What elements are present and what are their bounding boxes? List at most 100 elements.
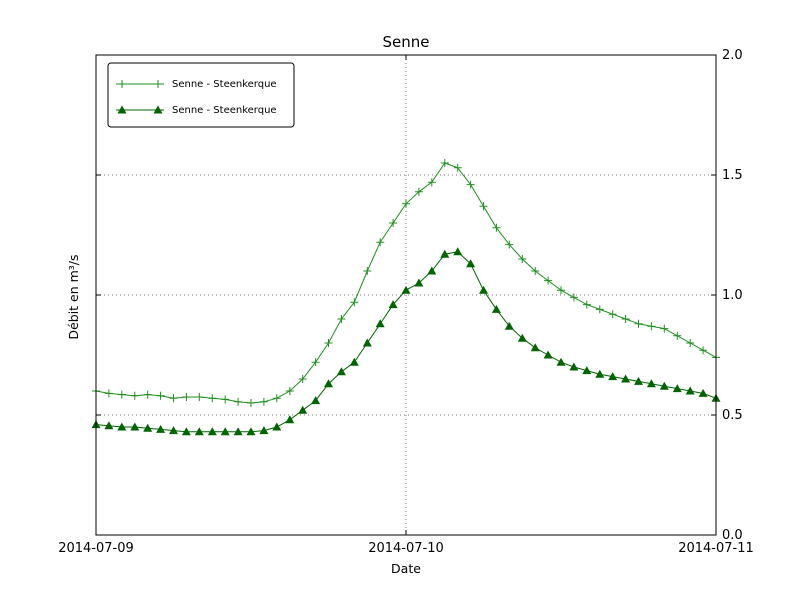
plus-marker-icon — [453, 163, 462, 172]
triangle-marker-icon — [556, 357, 566, 366]
triangle-marker-icon — [143, 423, 153, 432]
plus-marker-icon — [544, 276, 553, 285]
plus-marker-icon — [402, 199, 410, 208]
plus-marker-icon — [699, 346, 708, 355]
triangle-marker-icon — [427, 266, 437, 275]
triangle-marker-icon — [388, 300, 398, 309]
plus-marker-icon — [350, 298, 359, 307]
y-tick-label-3: 1.5 — [722, 168, 743, 183]
plus-marker-icon — [595, 305, 604, 314]
plus-marker-icon — [272, 394, 281, 403]
triangle-marker-icon — [466, 259, 476, 268]
plus-marker-icon — [492, 223, 501, 232]
plus-marker-icon — [156, 391, 165, 400]
data-series — [91, 159, 721, 436]
plus-marker-icon — [363, 267, 372, 275]
triangle-marker-icon — [336, 367, 346, 376]
plus-marker-icon — [414, 187, 423, 196]
triangle-marker-icon — [130, 422, 140, 431]
triangle-marker-icon — [582, 366, 592, 375]
legend: Senne - Steenkerque Senne - Steenkerque — [107, 62, 295, 128]
triangle-marker-icon — [621, 374, 631, 383]
y-tick-label-4: 2.0 — [722, 48, 743, 63]
plus-marker-icon — [505, 240, 514, 249]
plus-marker-icon — [285, 387, 294, 395]
triangle-marker-icon — [569, 362, 579, 371]
legend-label-1: Senne - Steenkerque — [172, 105, 277, 116]
plus-marker-icon — [608, 310, 617, 319]
plus-marker-icon — [337, 315, 346, 323]
x-tick-label-1: 2014-07-10 — [368, 541, 444, 556]
plus-marker-icon — [479, 202, 488, 211]
triangle-marker-icon — [543, 350, 553, 359]
chart-title: Senne — [383, 33, 430, 51]
triangle-marker-icon — [349, 357, 359, 366]
plus-marker-icon — [195, 393, 204, 401]
triangle-marker-icon — [259, 426, 269, 435]
plus-marker-icon — [518, 255, 527, 263]
plot-border — [95, 54, 717, 536]
triangle-marker-icon — [608, 372, 618, 381]
plus-marker-icon — [104, 389, 113, 398]
y-tick-label-1: 0.5 — [722, 408, 743, 423]
triangle-marker-icon — [646, 379, 656, 388]
plus-marker-icon — [208, 394, 217, 403]
x-axis-label: Date — [391, 561, 421, 576]
plus-marker-icon — [221, 395, 230, 404]
triangle-marker-icon — [272, 422, 282, 431]
triangle-marker-icon — [479, 285, 488, 294]
plus-marker-icon — [647, 322, 656, 331]
triangle-marker-icon — [685, 386, 695, 395]
triangle-marker-icon — [194, 427, 204, 436]
triangle-marker-icon — [156, 424, 166, 433]
plus-marker-icon — [531, 267, 540, 275]
y-axis-label: Débit en m³/s — [66, 254, 81, 339]
plus-marker-icon — [440, 159, 449, 167]
plus-marker-icon — [569, 293, 578, 302]
triangle-marker-icon — [233, 427, 243, 436]
plus-marker-icon — [324, 339, 333, 347]
triangle-marker-icon — [362, 338, 372, 347]
triangle-marker-icon — [285, 415, 295, 424]
plus-marker-icon — [234, 397, 243, 406]
plus-marker-icon — [182, 393, 191, 401]
triangle-marker-icon — [207, 427, 217, 436]
plus-marker-icon — [673, 331, 682, 340]
triangle-marker-icon — [169, 426, 178, 435]
triangle-marker-icon — [181, 427, 191, 436]
plus-marker-icon — [427, 178, 436, 187]
triangle-marker-icon — [517, 333, 527, 342]
triangle-marker-icon — [595, 369, 605, 378]
legend-label-0: Senne - Steenkerque — [172, 79, 277, 90]
plus-marker-icon — [582, 300, 591, 309]
plus-marker-icon — [376, 238, 385, 247]
triangle-marker-icon — [440, 249, 450, 258]
plus-marker-icon — [686, 339, 695, 347]
plus-marker-icon — [311, 358, 320, 367]
triangle-marker-icon — [298, 405, 308, 414]
triangle-marker-icon — [311, 396, 321, 405]
series-line-1 — [95, 251, 717, 433]
y-tick-label-2: 1.0 — [722, 288, 743, 303]
triangle-marker-icon — [220, 427, 230, 436]
triangle-marker-icon — [491, 304, 501, 313]
plus-marker-icon — [118, 80, 126, 88]
triangle-marker-icon — [634, 376, 643, 385]
triangle-marker-icon — [375, 319, 385, 328]
plus-marker-icon — [466, 180, 475, 189]
triangle-marker-icon — [698, 388, 708, 397]
plus-marker-icon — [634, 319, 643, 328]
x-tick-label-2: 2014-07-11 — [678, 541, 754, 556]
triangle-marker-icon — [504, 321, 514, 330]
triangle-marker-icon — [324, 379, 333, 388]
plus-marker-icon — [117, 390, 126, 399]
triangle-marker-icon — [659, 381, 669, 390]
plus-marker-icon — [660, 324, 669, 333]
triangle-marker-icon — [153, 105, 163, 114]
plus-marker-icon — [130, 391, 139, 400]
plus-marker-icon — [247, 399, 255, 407]
triangle-marker-icon — [414, 278, 424, 287]
y-tick-label-0: 0.0 — [722, 528, 743, 543]
